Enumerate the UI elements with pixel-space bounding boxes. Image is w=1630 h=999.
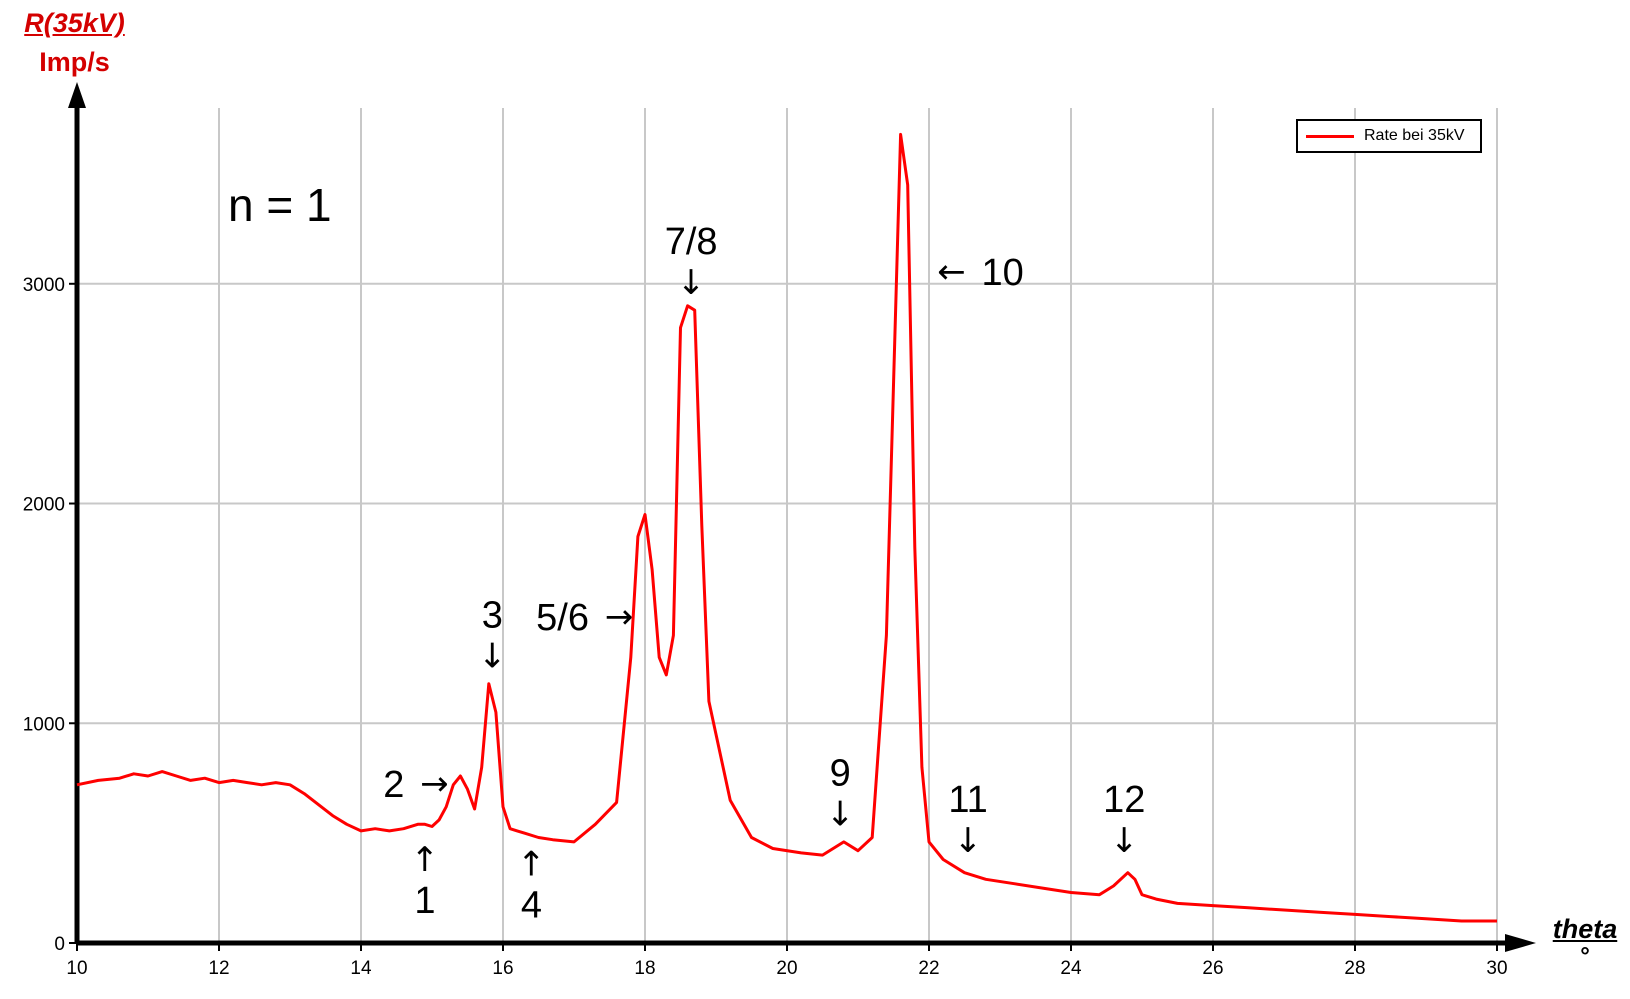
y-tick-label: 2000 — [23, 495, 65, 516]
x-tick-label: 20 — [776, 958, 797, 979]
annotation-label: 3 — [482, 594, 503, 636]
x-axis-label-quantity: theta — [1552, 914, 1618, 944]
legend-swatch — [1306, 134, 1354, 138]
y-axis-label: R(35kV) Imp/s — [12, 4, 137, 82]
y-tick-label: 3000 — [23, 275, 65, 296]
annotation-arrow: ↓ — [677, 263, 706, 303]
x-tick-label: 16 — [492, 958, 513, 979]
y-tick-label: 0 — [54, 934, 65, 955]
x-tick-label: 24 — [1060, 958, 1082, 979]
x-tick-label: 18 — [634, 958, 655, 979]
x-axis-arrowhead — [1505, 934, 1536, 952]
annotation-label: 2 — [383, 764, 404, 806]
annotation-label: 1 — [414, 880, 435, 922]
annotation-label: 11 — [948, 779, 987, 821]
annotation-arrow: ↓ — [478, 636, 507, 676]
y-axis-arrowhead — [68, 82, 86, 108]
annotation-arrow: ← — [937, 252, 966, 292]
x-axis-label: theta ° — [1535, 912, 1630, 970]
series-line — [76, 132, 1497, 923]
annotation-label: 10 — [981, 252, 1023, 294]
y-tick-label: 1000 — [23, 714, 65, 735]
annotation-arrow: → — [605, 597, 634, 637]
annotation-arrow: ↑ — [411, 840, 440, 880]
legend-entry: Rate bei 35kV — [1364, 127, 1465, 144]
chart-note: n = 1 — [228, 178, 332, 232]
annotation-arrow: ↑ — [517, 845, 546, 885]
annotation-arrow: → — [420, 764, 449, 804]
x-tick-label: 28 — [1344, 958, 1365, 979]
annotation-label: 9 — [830, 753, 851, 795]
x-tick-label: 10 — [66, 958, 87, 979]
y-axis-label-unit: Imp/s — [39, 47, 110, 77]
annotation-arrow: ↓ — [1110, 821, 1139, 861]
x-tick-label: 14 — [350, 958, 372, 979]
annotation-label: 5/6 — [536, 597, 589, 639]
x-tick-label: 30 — [1486, 958, 1507, 979]
x-tick-label: 12 — [208, 958, 229, 979]
legend: Rate bei 35kV — [1296, 119, 1482, 153]
y-axis-label-quantity: R(35kV) — [24, 8, 125, 38]
annotation-label: 12 — [1103, 779, 1145, 821]
x-axis-label-unit: ° — [1580, 943, 1590, 970]
x-tick-label: 26 — [1202, 958, 1223, 979]
annotation-arrow: ↓ — [954, 821, 983, 861]
x-tick-label: 22 — [918, 958, 939, 979]
annotation-label: 7/8 — [665, 221, 718, 263]
annotation-label: 4 — [521, 885, 542, 927]
annotation-arrow: ↓ — [826, 795, 855, 835]
